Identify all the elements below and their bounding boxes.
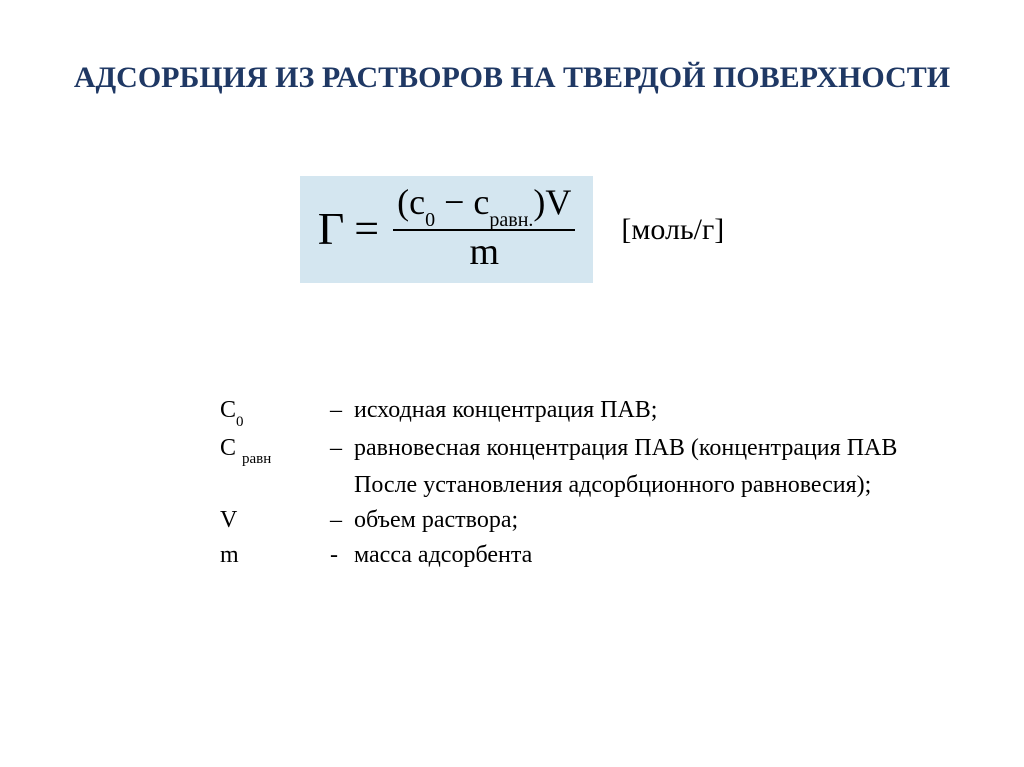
formula-fraction: (c0 − cравн.)V m (393, 184, 575, 273)
formula-row: Г = (c0 − cравн.)V m [моль/г] (30, 176, 994, 283)
num-minus: − (435, 182, 473, 222)
def-cr: С равн – равновесная концентрация ПАВ (к… (220, 431, 994, 469)
def-cr-sym: С равн (220, 431, 330, 469)
def-m-sym: m (220, 538, 330, 573)
def-v: V – объем раствора; (220, 503, 994, 538)
def-v-dash: – (330, 503, 354, 538)
slide-title: АДСОРБЦИЯ ИЗ РАСТВОРОВ НА ТВЕРДОЙ ПОВЕРХ… (30, 60, 994, 96)
num-cr-sub: равн. (489, 209, 533, 231)
def-c0-dash: – (330, 393, 354, 431)
def-c0-text: исходная концентрация ПАВ; (354, 393, 994, 431)
formula-box: Г = (c0 − cравн.)V m (300, 176, 594, 283)
formula-unit: [моль/г] (621, 213, 724, 247)
def-cr-cont: После установления адсорбционного равнов… (220, 468, 994, 503)
def-c0-sym: С0 (220, 393, 330, 431)
def-m-text: масса адсорбента (354, 538, 994, 573)
def-v-sym: V (220, 503, 330, 538)
def-cr-dash: – (330, 431, 354, 469)
num-open: ( (397, 182, 409, 222)
formula-equals: = (354, 207, 379, 251)
num-cr: c (473, 182, 489, 222)
num-c0-sub: 0 (425, 209, 435, 231)
formula-lhs: Г (318, 206, 345, 252)
definitions: С0 – исходная концентрация ПАВ; С равн –… (220, 393, 994, 572)
num-v: V (545, 182, 571, 222)
def-cr-text: равновесная концентрация ПАВ (концентрац… (354, 431, 994, 469)
def-m: m - масса адсорбента (220, 538, 994, 573)
num-c0: c (409, 182, 425, 222)
formula-denominator: m (469, 231, 499, 273)
slide: АДСОРБЦИЯ ИЗ РАСТВОРОВ НА ТВЕРДОЙ ПОВЕРХ… (0, 0, 1024, 767)
def-v-text: объем раствора; (354, 503, 994, 538)
def-m-dash: - (330, 538, 354, 573)
num-close: ) (533, 182, 545, 222)
def-c0: С0 – исходная концентрация ПАВ; (220, 393, 994, 431)
formula-numerator: (c0 − cравн.)V (393, 184, 575, 229)
